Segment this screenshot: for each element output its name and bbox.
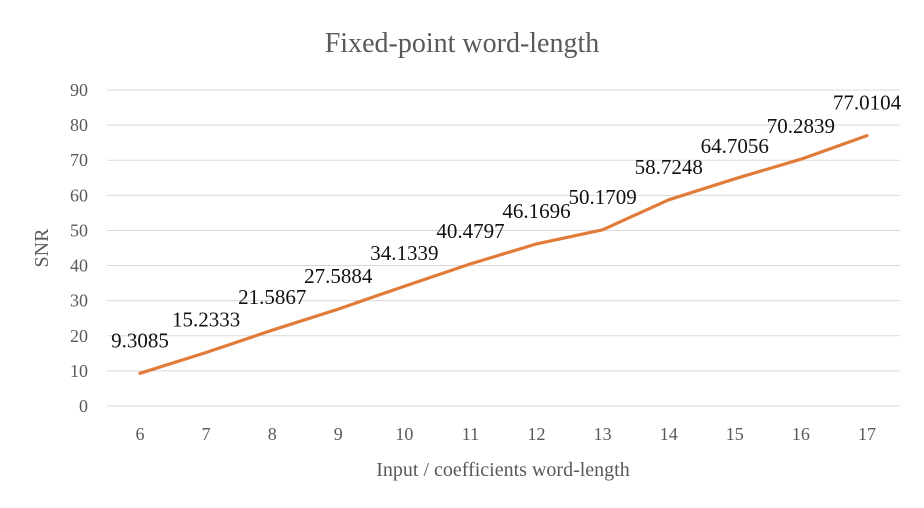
y-tick-label: 20 — [70, 326, 88, 346]
y-tick-label: 30 — [70, 291, 88, 311]
x-tick-label: 7 — [202, 424, 211, 444]
y-axis-label: SNR — [31, 228, 53, 268]
data-label: 21.5867 — [238, 285, 306, 309]
x-tick-label: 9 — [334, 424, 343, 444]
x-tick-label: 16 — [792, 424, 810, 444]
x-tick-label: 15 — [726, 424, 744, 444]
y-tick-label: 60 — [70, 185, 88, 205]
data-label: 58.7248 — [635, 155, 703, 179]
y-tick-label: 70 — [70, 150, 88, 170]
data-label: 70.2839 — [767, 114, 835, 138]
chart-title: Fixed-point word-length — [325, 28, 600, 59]
y-tick-label: 0 — [79, 396, 88, 416]
data-label: 27.5884 — [304, 264, 373, 288]
y-axis-ticks: 0 10 20 30 40 50 60 70 80 90 — [70, 80, 88, 416]
data-label: 40.4797 — [436, 219, 504, 243]
x-tick-label: 14 — [660, 424, 678, 444]
x-tick-label: 12 — [528, 424, 546, 444]
x-axis-label: Input / coefficients word-length — [376, 459, 629, 481]
data-labels: 9.308515.233321.586727.588434.133940.479… — [111, 91, 901, 353]
x-tick-label: 17 — [858, 424, 876, 444]
y-tick-label: 40 — [70, 256, 88, 276]
y-tick-label: 80 — [70, 115, 88, 135]
x-tick-label: 6 — [136, 424, 145, 444]
data-label: 50.1709 — [569, 185, 637, 209]
data-label: 77.0104 — [833, 91, 902, 115]
data-label: 46.1696 — [502, 199, 570, 223]
y-tick-label: 50 — [70, 220, 88, 240]
data-label: 64.7056 — [701, 134, 769, 158]
series-layer — [138, 134, 869, 375]
data-label: 9.3085 — [111, 328, 169, 352]
data-label: 15.2333 — [172, 308, 240, 332]
data-label: 34.1339 — [370, 241, 438, 265]
series-line — [138, 134, 869, 375]
x-tick-label: 13 — [594, 424, 612, 444]
x-tick-label: 11 — [462, 424, 479, 444]
x-axis-ticks: 6 7 8 9 10 11 12 13 14 15 16 17 — [136, 424, 876, 444]
x-tick-label: 10 — [395, 424, 413, 444]
x-tick-label: 8 — [268, 424, 277, 444]
y-tick-label: 90 — [70, 80, 88, 100]
gridlines — [107, 89, 900, 407]
y-tick-label: 10 — [70, 361, 88, 381]
